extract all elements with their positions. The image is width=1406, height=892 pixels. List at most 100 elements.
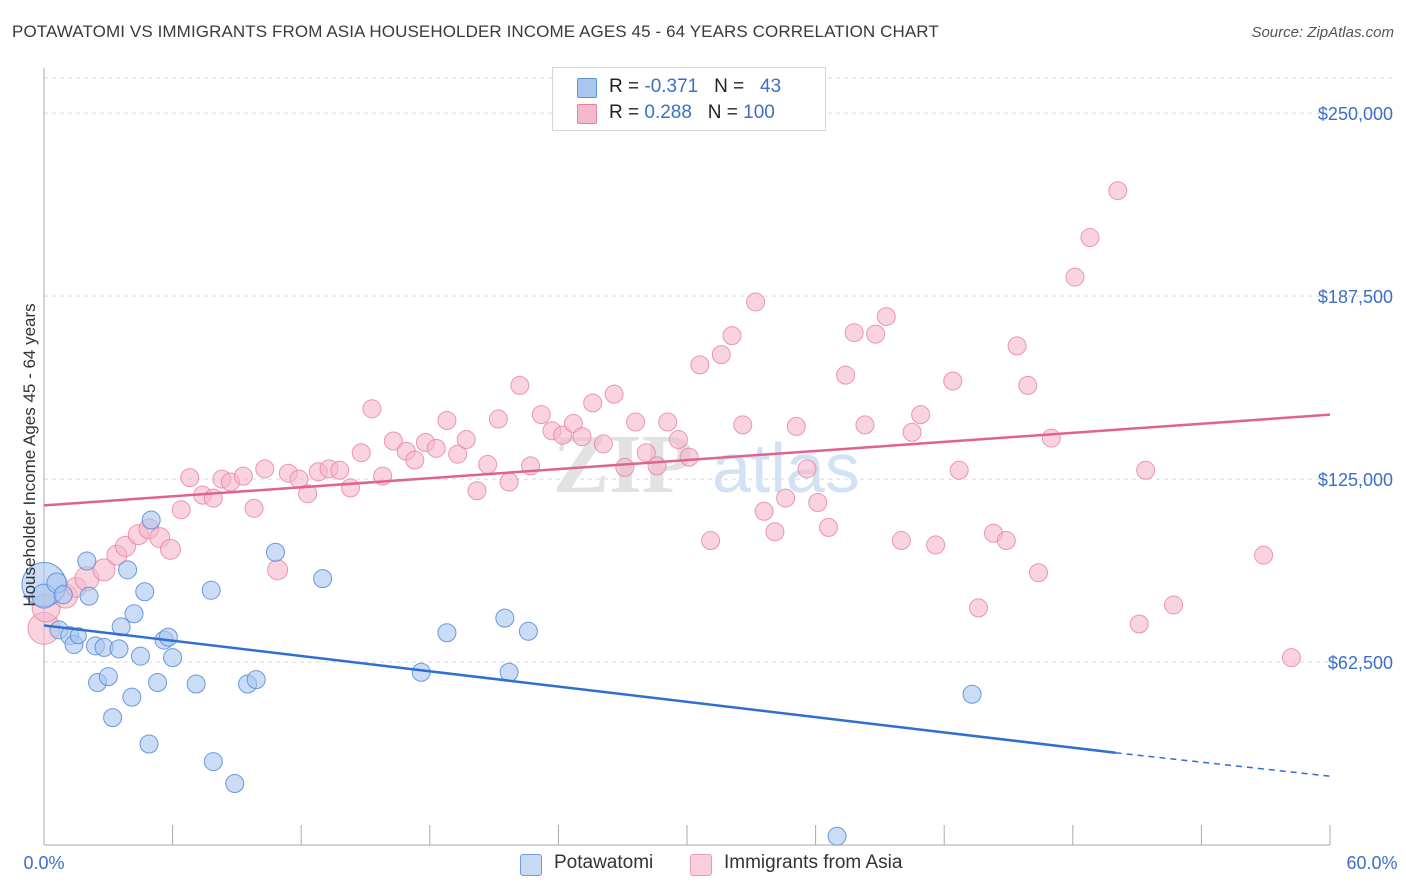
data-point-immigrants-from-asia [615, 457, 635, 477]
y-tick-label: $62,500 [1328, 653, 1393, 673]
data-point-immigrants-from-asia [658, 412, 678, 432]
data-point-immigrants-from-asia [437, 411, 457, 431]
data-point-potawatomi [98, 667, 118, 687]
data-point-immigrants-from-asia [765, 522, 785, 542]
data-point-immigrants-from-asia [690, 355, 710, 375]
legend-swatch-immigrants-from-asia [577, 104, 597, 124]
y-axis-label: Householder Income Ages 45 - 64 years [20, 303, 39, 606]
legend-r-label: R = [609, 76, 645, 97]
legend-swatch-immigrants-from-asia [690, 854, 712, 876]
data-point-immigrants-from-asia [171, 500, 191, 520]
data-point-immigrants-from-asia [604, 384, 624, 404]
data-point-immigrants-from-asia [1018, 375, 1038, 395]
data-point-immigrants-from-asia [180, 468, 200, 488]
data-point-immigrants-from-asia [943, 371, 963, 391]
data-point-immigrants-from-asia [733, 415, 753, 435]
data-point-potawatomi [122, 687, 142, 707]
data-point-immigrants-from-asia [1254, 545, 1274, 565]
data-point-immigrants-from-asia [711, 345, 731, 365]
legend-swatch-potawatomi [577, 78, 597, 98]
data-point-immigrants-from-asia [426, 438, 446, 458]
data-point-immigrants-from-asia [478, 454, 498, 474]
data-point-immigrants-from-asia [298, 484, 318, 504]
data-point-immigrants-from-asia [233, 466, 253, 486]
data-point-immigrants-from-asia [1281, 648, 1301, 668]
data-point-immigrants-from-asia [572, 427, 592, 447]
data-point-potawatomi [130, 646, 150, 666]
data-point-immigrants-from-asia [647, 456, 667, 476]
data-point-immigrants-from-asia [255, 459, 275, 479]
data-point-immigrants-from-asia [701, 531, 721, 551]
data-point-immigrants-from-asia [996, 531, 1016, 551]
legend-r-value: -0.371 [644, 76, 699, 97]
data-point-immigrants-from-asia [499, 472, 519, 492]
data-point-immigrants-from-asia [351, 443, 371, 463]
data-point-immigrants-from-asia [456, 430, 476, 450]
data-point-immigrants-from-asia [362, 399, 382, 419]
data-point-potawatomi [124, 604, 144, 624]
data-point-immigrants-from-asia [876, 307, 896, 327]
legend-n-value: 100 [743, 102, 775, 123]
data-point-immigrants-from-asia [1164, 595, 1184, 615]
data-point-potawatomi [163, 648, 183, 668]
series-potawatomi [21, 510, 982, 846]
data-point-immigrants-from-asia [1108, 181, 1128, 201]
data-point-immigrants-from-asia [722, 326, 742, 346]
data-point-immigrants-from-asia [679, 447, 699, 467]
data-point-immigrants-from-asia [244, 498, 264, 518]
legend-n-value: 43 [760, 76, 782, 97]
y-tick-label: $250,000 [1318, 104, 1393, 124]
data-point-potawatomi [201, 580, 221, 600]
data-point-immigrants-from-asia [911, 405, 931, 425]
data-point-potawatomi [437, 623, 457, 643]
data-point-potawatomi [148, 673, 168, 693]
data-point-potawatomi [111, 617, 131, 637]
data-point-potawatomi [962, 684, 982, 704]
data-point-immigrants-from-asia [488, 409, 508, 429]
data-point-immigrants-from-asia [330, 460, 350, 480]
data-point-potawatomi [186, 674, 206, 694]
data-point-potawatomi [495, 608, 515, 628]
tick-labels: $62,500 $125,000 $187,500 $250,000 0.0% 60.0% [23, 104, 1397, 873]
data-point-immigrants-from-asia [1041, 428, 1061, 448]
data-point-potawatomi [265, 542, 285, 562]
data-point-immigrants-from-asia [836, 365, 856, 385]
data-point-potawatomi [77, 551, 97, 571]
legend-n-label: N = [714, 76, 750, 97]
data-point-potawatomi [139, 734, 159, 754]
data-point-potawatomi [313, 569, 333, 589]
watermark: ZIP atlas [553, 418, 860, 511]
data-point-immigrants-from-asia [626, 412, 646, 432]
correlation-legend: R = -0.371 N = 43 R = 0.288 N = 100 [552, 67, 826, 131]
data-point-immigrants-from-asia [968, 598, 988, 618]
source-credit: Source: ZipAtlas.com [1251, 24, 1394, 41]
legend-r-value: 0.288 [644, 102, 692, 123]
data-point-immigrants-from-asia [92, 558, 116, 582]
data-point-potawatomi [411, 662, 431, 682]
data-point-immigrants-from-asia [563, 413, 583, 433]
trend-line-potawatomi [43, 624, 1116, 755]
data-point-immigrants-from-asia [553, 425, 573, 445]
data-point-potawatomi [827, 826, 847, 846]
data-point-immigrants-from-asia [383, 431, 403, 451]
data-point-potawatomi [103, 708, 123, 728]
axes [43, 68, 1331, 846]
data-point-immigrants-from-asia [1007, 336, 1027, 356]
legend-n-label: N = [707, 102, 744, 123]
trend-line-immigrants-from-asia [43, 413, 1331, 507]
data-point-immigrants-from-asia [405, 450, 425, 470]
data-point-potawatomi [69, 627, 87, 645]
y-tick-label: $125,000 [1318, 470, 1393, 490]
data-point-immigrants-from-asia [159, 538, 181, 560]
data-point-potawatomi [246, 670, 266, 690]
data-point-immigrants-from-asia [467, 481, 487, 501]
data-point-immigrants-from-asia [1029, 563, 1049, 583]
data-point-potawatomi [109, 639, 129, 659]
data-point-immigrants-from-asia [808, 492, 828, 512]
legend-label-immigrants-from-asia: Immigrants from Asia [724, 852, 903, 873]
trend-line-potawatomi-extension [1115, 752, 1331, 777]
series-legend: Potawatomi Immigrants from Asia [0, 850, 1406, 880]
data-point-immigrants-from-asia [949, 460, 969, 480]
data-point-immigrants-from-asia [340, 478, 360, 498]
data-point-immigrants-from-asia [818, 517, 838, 537]
